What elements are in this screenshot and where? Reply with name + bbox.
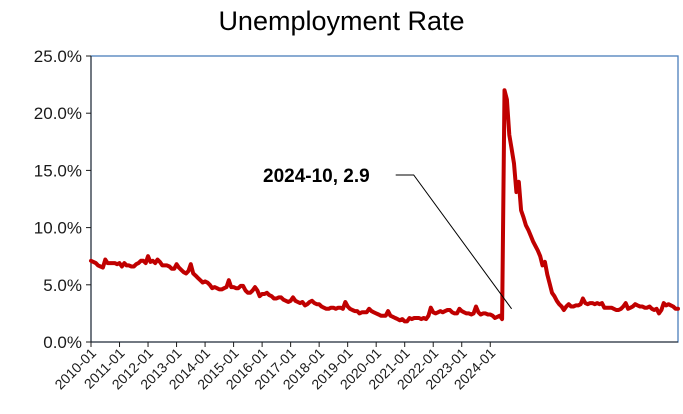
- unemployment-rate-series-line: [89, 88, 680, 324]
- y-tick-label: 25.0%: [34, 47, 82, 66]
- annotation-label: 2024-10, 2.9: [263, 166, 370, 187]
- y-tick-label: 5.0%: [43, 276, 82, 295]
- y-tick-label: 0.0%: [43, 333, 82, 352]
- plot-area-frame: [90, 55, 679, 343]
- y-axis-ticks: 0.0% 5.0% 10.0% 15.0% 20.0% 25.0%: [34, 47, 91, 352]
- y-tick-label: 10.0%: [34, 219, 82, 238]
- annotation-leader-line: [395, 174, 513, 310]
- x-axis-ticks: 2010-012011-012012-012013-012014-012015-…: [51, 342, 499, 392]
- y-tick-label: 20.0%: [34, 104, 82, 123]
- y-tick-label: 15.0%: [34, 161, 82, 180]
- chart-title: Unemployment Rate: [218, 6, 465, 36]
